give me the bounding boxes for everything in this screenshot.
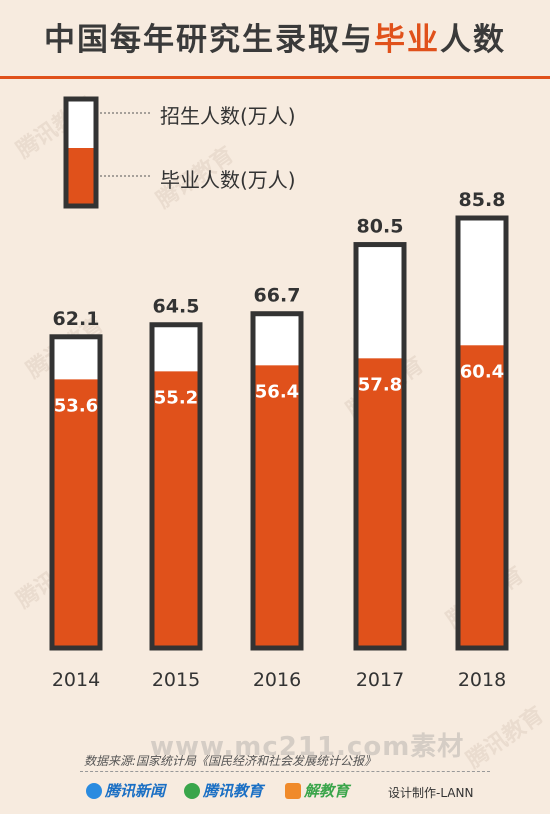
- x-tick-2016: 2016: [253, 669, 301, 691]
- label-graduated-2014: 53.6: [54, 395, 98, 416]
- logo-jie-edu-label: 解教育: [304, 782, 350, 800]
- x-tick-2018: 2018: [458, 669, 506, 691]
- logo-tencent-news[interactable]: 腾讯新闻: [86, 780, 165, 801]
- label-enrolled-2018: 85.8: [459, 189, 506, 211]
- bar-graduated-2017: [358, 358, 402, 646]
- bars-group: 62.1 53.6 2014 64.5 55.2 2015 66.7 56.4 2016 80.5…: [49, 189, 509, 691]
- logo-tencent-news-label: 腾讯新闻: [105, 782, 166, 800]
- label-enrolled-2016: 66.7: [254, 285, 301, 307]
- label-graduated-2015: 55.2: [154, 387, 198, 408]
- bar-graduated-2018: [460, 345, 504, 646]
- label-graduated-2017: 57.8: [358, 374, 402, 395]
- label-graduated-2018: 60.4: [460, 361, 504, 382]
- legend-label-enrolled: 招生人数(万人): [160, 104, 296, 128]
- bar-graduated-2015: [154, 371, 198, 646]
- site-watermark: www.mc211.com素材: [150, 732, 465, 762]
- data-source: 数据来源:国家统计局《国民经济和社会发展统计公报》: [84, 754, 377, 768]
- legend: [63, 96, 152, 209]
- title-highlight: 毕业: [374, 22, 440, 58]
- x-tick-2014: 2014: [52, 669, 100, 691]
- legend-label-graduated: 毕业人数(万人): [160, 168, 296, 192]
- logo-tencent-edu-label: 腾讯教育: [203, 782, 264, 800]
- x-tick-2015: 2015: [152, 669, 200, 691]
- label-enrolled-2017: 80.5: [357, 216, 404, 238]
- page-title: 中国每年研究生录取与毕业人数: [0, 20, 550, 60]
- label-enrolled-2014: 62.1: [53, 308, 100, 330]
- label-enrolled-2015: 64.5: [153, 296, 200, 318]
- logo-tencent-edu[interactable]: 腾讯教育: [184, 780, 263, 801]
- bar-graduated-2014: [54, 379, 98, 646]
- jie-edu-icon: [285, 782, 301, 799]
- title-part-1: 中国每年研究生录取与: [44, 22, 374, 58]
- x-tick-2017: 2017: [356, 669, 404, 691]
- logo-jie-edu[interactable]: 解教育: [285, 780, 349, 801]
- label-graduated-2016: 56.4: [255, 381, 299, 402]
- legend-fill: [68, 148, 94, 204]
- design-credit: 设计制作-LANN: [388, 786, 474, 800]
- footer-divider: [80, 771, 490, 772]
- tencent-news-icon: [86, 782, 102, 799]
- bar-graduated-2016: [255, 365, 299, 646]
- tencent-edu-icon: [184, 782, 200, 799]
- title-part-3: 人数: [440, 22, 506, 58]
- title-underline: [0, 76, 550, 79]
